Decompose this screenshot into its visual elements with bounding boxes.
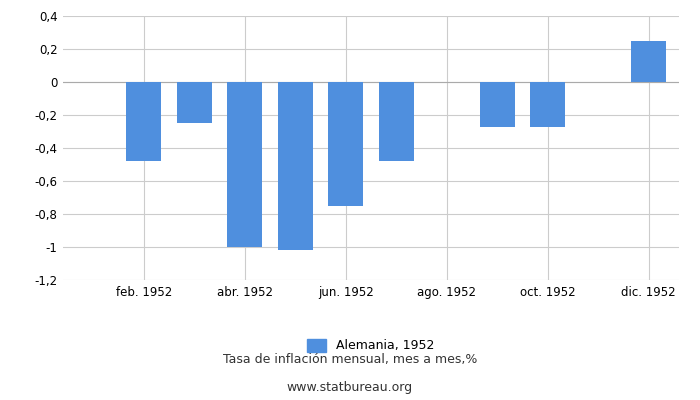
Bar (278, 82, 313, 250)
Bar (227, 82, 262, 247)
Bar (631, 41, 666, 82)
Bar (328, 82, 363, 206)
Bar (480, 82, 515, 126)
Legend: Alemania, 1952: Alemania, 1952 (302, 334, 440, 357)
Text: Tasa de inflación mensual, mes a mes,%: Tasa de inflación mensual, mes a mes,% (223, 354, 477, 366)
Bar (176, 82, 212, 123)
Bar (379, 82, 414, 161)
Text: www.statbureau.org: www.statbureau.org (287, 382, 413, 394)
Bar (126, 82, 162, 161)
Bar (530, 82, 566, 126)
